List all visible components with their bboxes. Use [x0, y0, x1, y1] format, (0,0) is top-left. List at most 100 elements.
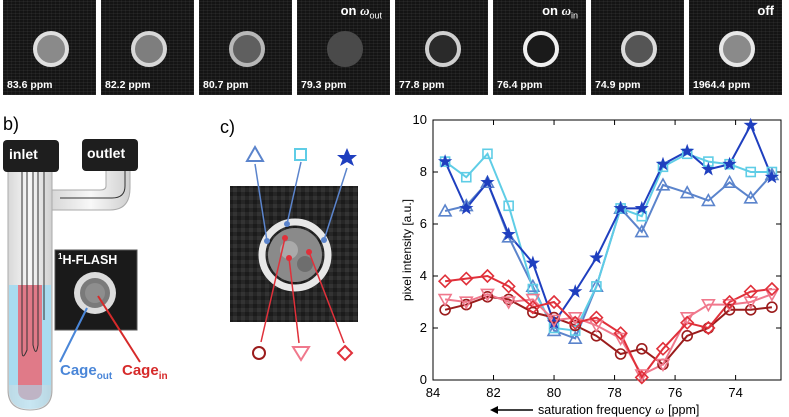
- data-point: [458, 296, 474, 310]
- flow-cell-diagram: [3, 139, 141, 411]
- flash-title: 1H-FLASH: [58, 252, 117, 267]
- inlet-label: inlet: [9, 146, 38, 162]
- data-point: [482, 148, 493, 160]
- data-point: [701, 161, 716, 176]
- tile-ppm-label: 79.3 ppm: [301, 79, 347, 91]
- data-point: [655, 358, 671, 373]
- tile-ppm-label: 82.2 ppm: [105, 79, 151, 91]
- data-point: [636, 210, 648, 222]
- tile-ppm-label: 1964.4 ppm: [693, 79, 751, 91]
- strip-tile: 79.3 ppm on ωout: [297, 0, 390, 95]
- x-tick-label: 74: [728, 385, 742, 400]
- y-tick-label: 0: [420, 372, 427, 387]
- strip-tile: 80.7 ppm: [199, 0, 292, 95]
- strip-tile: 82.2 ppm: [101, 0, 194, 95]
- panel-c-label: c): [220, 117, 235, 137]
- strip-tile: 1964.4 ppm off: [689, 0, 782, 95]
- data-point: [680, 143, 695, 158]
- intensity-chart: 84 82 80 78 76 74 0 2 4 6 8 10 pixel intensity [a.u.…: [400, 112, 782, 417]
- data-point: [723, 304, 736, 316]
- data-point: [679, 312, 695, 326]
- circle-marker: [252, 346, 266, 360]
- data-point: [480, 268, 495, 284]
- data-point: [546, 322, 562, 337]
- y-tick-label: 10: [413, 112, 427, 127]
- roi-diagram: [230, 144, 358, 362]
- data-point: [764, 288, 780, 302]
- data-point: [525, 255, 540, 270]
- data-point: [722, 294, 737, 310]
- data-point: [589, 319, 604, 334]
- outlet-label: outlet: [87, 145, 126, 161]
- data-point: [501, 279, 516, 294]
- cage-in-pointer: [97, 295, 141, 363]
- data-point: [634, 200, 649, 215]
- data-point: [745, 166, 757, 178]
- capillary-lines: [21, 170, 45, 357]
- flash-sup: 1: [58, 252, 63, 261]
- data-point: [743, 284, 758, 299]
- strip-tile: 83.6 ppm: [3, 0, 96, 95]
- data-point: [437, 274, 453, 289]
- tile-phantom: [621, 31, 657, 67]
- tile-top-label: on ωout: [340, 3, 382, 21]
- tile-ppm-label: 74.9 ppm: [595, 79, 641, 91]
- tile-ppm-label: 76.4 ppm: [497, 79, 543, 91]
- series-line: [444, 122, 773, 325]
- y-axis-label: pixel intensity [a.u.]: [400, 199, 414, 301]
- square-marker: [294, 148, 307, 161]
- tile-top-label: off: [757, 3, 774, 18]
- data-point: [743, 117, 758, 132]
- tile-phantom: [425, 31, 461, 67]
- data-point: [722, 156, 737, 171]
- data-point: [525, 278, 541, 292]
- x-tick-label: 82: [486, 385, 500, 400]
- data-point: [480, 174, 495, 189]
- data-point: [437, 203, 453, 217]
- inlet-box: [3, 140, 59, 172]
- inner-roi-markers: [252, 235, 354, 362]
- data-point: [567, 312, 583, 326]
- panel-b-label: b): [3, 114, 20, 134]
- data-point: [634, 370, 649, 385]
- y-tick-label: 2: [420, 320, 427, 335]
- data-point: [655, 156, 671, 171]
- outlet-box: [82, 139, 138, 171]
- x-tick-label: 80: [547, 385, 561, 400]
- tile-phantom: [719, 31, 755, 67]
- diamond-marker: [336, 344, 354, 362]
- series-line: [444, 274, 773, 380]
- data-point: [655, 341, 671, 356]
- tile-phantom: [327, 31, 363, 67]
- data-point: [613, 200, 628, 215]
- data-point: [589, 310, 604, 325]
- y-tick-label: 4: [420, 268, 427, 283]
- tile-phantom: [523, 31, 559, 67]
- star-marker: [337, 148, 357, 166]
- data-point: [766, 301, 778, 313]
- data-point: [437, 293, 453, 308]
- data-point: [701, 320, 716, 336]
- tile-phantom: [33, 31, 69, 67]
- y-tick-label: 6: [420, 216, 427, 231]
- cage-out-pointer: [59, 307, 88, 363]
- x-axis-label: saturation frequency ω [ppm]: [538, 403, 699, 417]
- strip-tile: 74.9 ppm: [591, 0, 684, 95]
- data-point: [546, 294, 562, 310]
- data-point: [701, 192, 716, 207]
- data-point: [503, 200, 514, 212]
- data-point: [480, 288, 495, 302]
- data-point: [744, 304, 757, 316]
- data-point: [589, 250, 604, 264]
- image-strip: 83.6 ppm 82.2 ppm 80.7 ppm 79.3 ppm on ωout 7…: [0, 0, 789, 95]
- data-point: [501, 296, 517, 310]
- data-point: [569, 319, 582, 332]
- x-axis-arrowhead: [490, 406, 498, 414]
- data-point: [681, 330, 693, 342]
- outer-roi-markers: [245, 144, 357, 244]
- tile-phantom: [131, 31, 167, 67]
- data-point: [568, 284, 583, 298]
- liquid-red: [18, 285, 42, 400]
- data-point: [525, 300, 540, 315]
- strip-tile: 77.8 ppm: [395, 0, 488, 95]
